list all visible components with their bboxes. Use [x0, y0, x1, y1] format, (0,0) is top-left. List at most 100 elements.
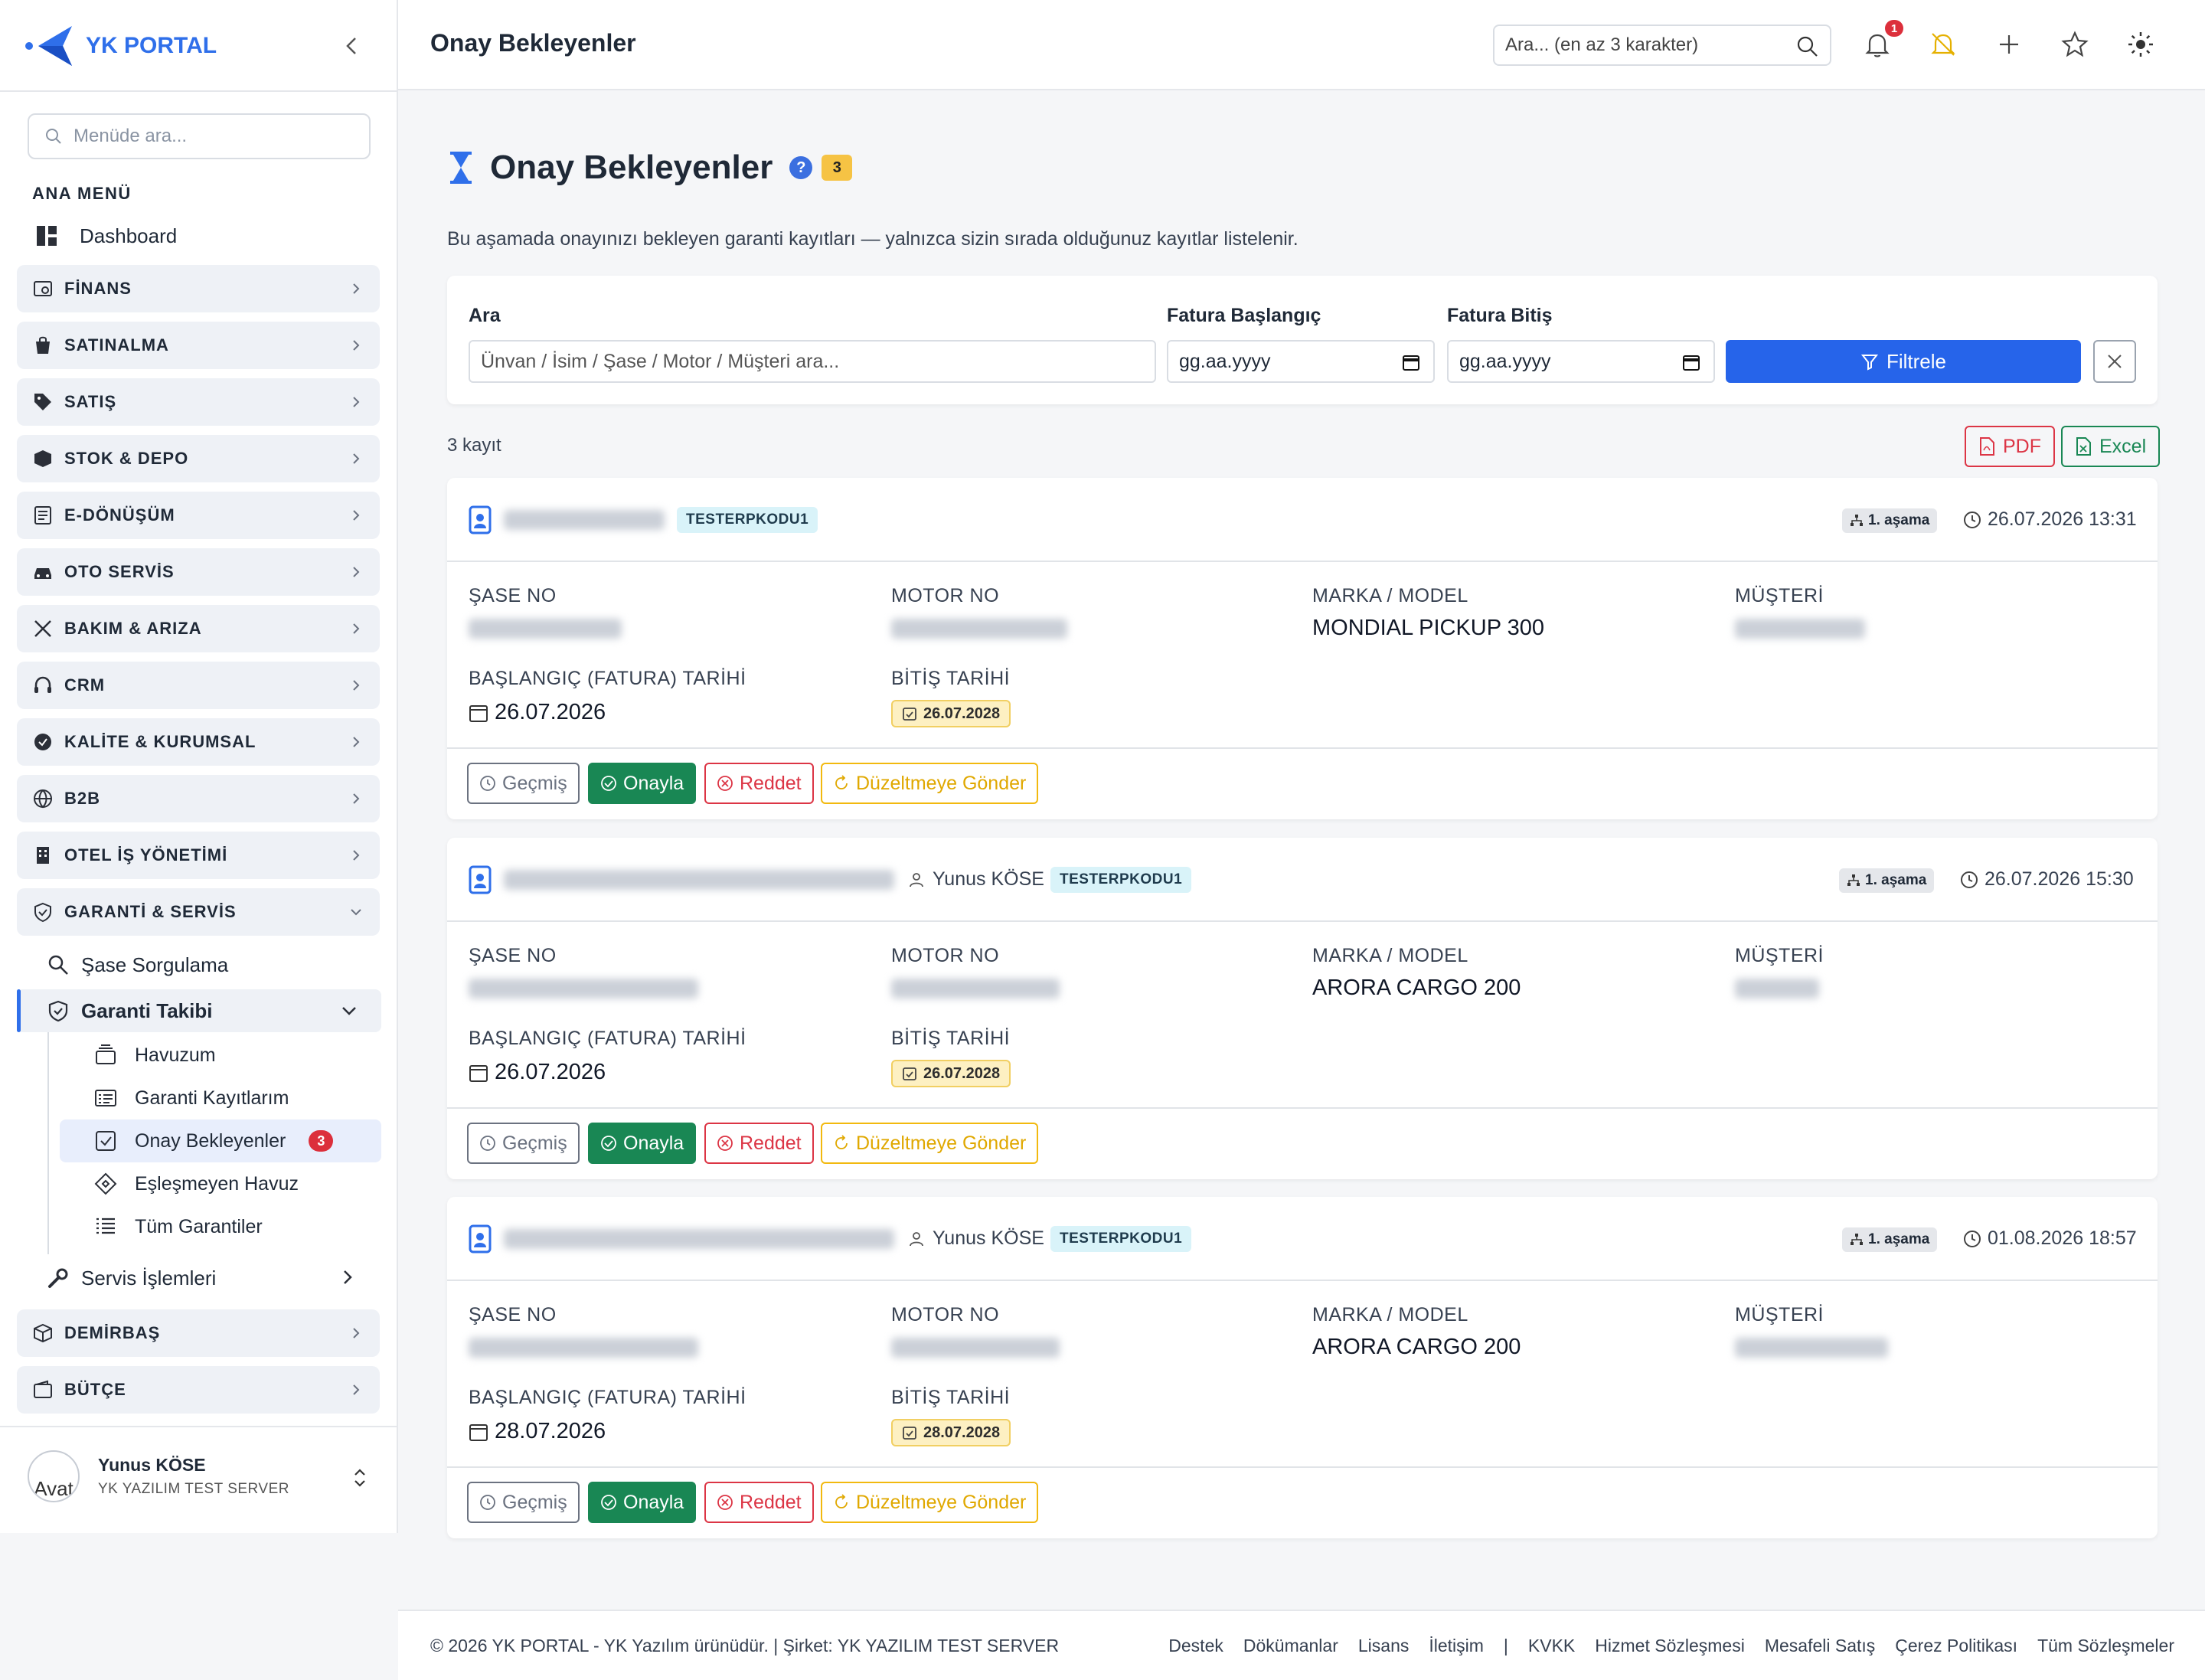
filter-button[interactable]: Filtrele — [1726, 340, 2081, 383]
approve-button[interactable]: Onayla — [588, 1123, 697, 1164]
record-user: Yunus KÖSE — [908, 868, 1044, 891]
plus-icon[interactable] — [1994, 29, 2024, 60]
sidebar-category-globe[interactable]: B2B — [17, 775, 380, 822]
chevron-right-icon — [353, 453, 360, 464]
motor-label: MOTOR NO — [891, 1304, 1000, 1325]
refresh-icon — [835, 1135, 848, 1149]
footer-link[interactable]: Destek — [1168, 1636, 1223, 1655]
footer-link[interactable]: İletişim — [1429, 1636, 1484, 1655]
sidebar-item-garanti-kayitlarim[interactable]: Garanti Kayıtlarım — [77, 1079, 289, 1117]
sidebar-category-tag[interactable]: SATIŞ — [17, 378, 380, 426]
sase-value-redacted — [469, 1338, 698, 1358]
sidebar-category-shield[interactable]: GARANTİ & SERVİS — [17, 888, 380, 936]
chevron-right-icon[interactable] — [335, 1265, 360, 1289]
footer: © 2026 YK PORTAL - YK Yazılım ürünüdür. … — [398, 1610, 2205, 1680]
chevron-down-icon[interactable] — [337, 999, 361, 1023]
sidebar-category-building[interactable]: OTEL İŞ YÖNETİMİ — [17, 832, 380, 879]
clear-filter-button[interactable] — [2093, 340, 2136, 383]
sidebar-category-wallet[interactable]: BÜTÇE — [17, 1366, 380, 1414]
sase-label: ŞASE NO — [469, 1304, 557, 1325]
card-header: TESTERPKODU1 1. aşama 26.07.2026 13:31 — [447, 478, 2158, 562]
reject-button[interactable]: Reddet — [704, 1482, 814, 1523]
bell-slash-icon[interactable] — [1928, 29, 1958, 60]
sidebar-item-tum-garantiler[interactable]: Tüm Garantiler — [77, 1208, 263, 1246]
calendar-check-icon — [903, 708, 916, 721]
sidebar-item-onay-bekleyenler[interactable]: Onay Bekleyenler 3 — [77, 1122, 334, 1160]
page-title: Onay Bekleyenler ? 3 — [447, 149, 853, 187]
chevron-right-icon — [353, 793, 360, 804]
export-excel-button[interactable]: Excel — [2061, 426, 2161, 467]
footer-link[interactable]: Tüm Sözleşmeler — [2037, 1636, 2174, 1655]
user-profile[interactable]: Avat Yunus KÖSE YK YAZILIM TEST SERVER — [28, 1450, 380, 1512]
reject-button[interactable]: Reddet — [704, 1123, 814, 1164]
sidebar-item-havuzum[interactable]: Havuzum — [77, 1036, 216, 1074]
sidebar-category-label: SATIŞ — [64, 392, 117, 411]
help-icon[interactable]: ? — [789, 156, 813, 179]
end-date-input[interactable]: gg.aa.yyyy — [1447, 340, 1715, 383]
filter-search-input[interactable]: Ünvan / İsim / Şase / Motor / Müşteri ar… — [469, 340, 1156, 383]
footer-link[interactable]: Lisans — [1357, 1636, 1410, 1655]
sidebar-item-label: Dashboard — [80, 224, 178, 247]
sidebar-category-shopping-bag[interactable]: SATINALMA — [17, 322, 380, 369]
sidebar-category-tools[interactable]: BAKIM & ARIZA — [17, 605, 380, 652]
sidebar-category-award[interactable]: KALİTE & KURUMSAL — [17, 718, 380, 766]
footer-link[interactable]: Mesafeli Satış — [1764, 1636, 1876, 1655]
logo-icon — [25, 26, 72, 66]
approve-button[interactable]: Onayla — [588, 1482, 697, 1523]
menu-search-input[interactable]: Menüde ara... — [28, 113, 371, 159]
sidebar-category-finance[interactable]: FİNANS — [17, 265, 380, 312]
card-header: Yunus KÖSE TESTERPKODU1 1. aşama 01.08.2026… — [447, 1197, 2158, 1281]
history-button[interactable]: Geçmiş — [467, 763, 580, 804]
footer-link[interactable]: Çerez Politikası — [1895, 1636, 2018, 1655]
sidebar-item-sase-sorgulama[interactable]: Şase Sorgulama — [35, 946, 228, 983]
app-name: YK PORTAL — [86, 33, 217, 58]
start-date-value: 28.07.2026 — [469, 1419, 606, 1444]
sidebar-item-garanti-takibi[interactable]: Garanti Takibi — [35, 992, 212, 1029]
sidebar-category-document[interactable]: E-DÖNÜŞÜM — [17, 492, 380, 539]
start-date-input[interactable]: gg.aa.yyyy — [1167, 340, 1435, 383]
sidebar-category-box[interactable]: STOK & DEPO — [17, 435, 380, 482]
sidebar-category-label: OTEL İŞ YÖNETİMİ — [64, 845, 228, 865]
tree-line — [47, 1032, 49, 1254]
send-to-revision-button[interactable]: Düzeltmeye Gönder — [821, 763, 1039, 804]
sidebar-item-servis-islemleri[interactable]: Servis İşlemleri — [35, 1260, 216, 1296]
footer-link[interactable]: Hizmet Sözleşmesi — [1595, 1636, 1745, 1655]
stage-badge: 1. aşama — [1839, 868, 1935, 893]
chevron-up-down-icon[interactable] — [349, 1466, 371, 1490]
clock-icon — [1964, 511, 1981, 528]
collapse-sidebar-icon[interactable] — [337, 31, 368, 61]
start-date-label: BAŞLANGIÇ (FATURA) TARİHİ — [469, 668, 746, 689]
history-button[interactable]: Geçmiş — [467, 1123, 580, 1164]
motor-value-redacted — [891, 619, 1067, 639]
footer-link[interactable]: Dökümanlar — [1243, 1636, 1338, 1655]
wallet-icon — [34, 1380, 52, 1398]
star-icon[interactable] — [2060, 29, 2090, 60]
send-to-revision-button[interactable]: Düzeltmeye Gönder — [821, 1123, 1039, 1164]
tools-icon — [34, 620, 51, 637]
send-to-revision-button[interactable]: Düzeltmeye Gönder — [821, 1482, 1039, 1523]
calendar-icon[interactable] — [1681, 352, 1701, 372]
reject-button[interactable]: Reddet — [704, 763, 814, 804]
global-search-input[interactable]: Ara... (en az 3 karakter) — [1493, 25, 1831, 66]
footer-link[interactable]: KVKK — [1527, 1636, 1576, 1655]
chevron-right-icon — [353, 623, 360, 634]
sidebar-category-cube[interactable]: DEMİRBAŞ — [17, 1309, 380, 1357]
start-date-value: 26.07.2026 — [469, 1060, 606, 1085]
sidebar-item-dashboard[interactable]: Dashboard — [35, 221, 177, 251]
sun-icon[interactable] — [2125, 29, 2156, 60]
footer-links: Destek Dökümanlar Lisans İletişim | KVKK Hizme… — [1148, 1636, 2174, 1656]
approve-button[interactable]: Onayla — [588, 763, 697, 804]
logo[interactable]: YK PORTAL — [23, 21, 217, 70]
sidebar-category-label: OTO SERVİS — [64, 562, 175, 581]
export-pdf-button[interactable]: PDF — [1965, 426, 2055, 467]
sidebar-category-car[interactable]: OTO SERVİS — [17, 548, 380, 596]
user-name: Yunus KÖSE — [98, 1455, 206, 1475]
history-button[interactable]: Geçmiş — [467, 1482, 580, 1523]
sidebar-item-eslesmeyen-havuz[interactable]: Eşleşmeyen Havuz — [77, 1165, 299, 1203]
id-card-icon — [469, 865, 492, 894]
clock-icon — [1961, 871, 1978, 888]
calendar-icon — [469, 1423, 488, 1441]
calendar-icon[interactable] — [1401, 352, 1421, 372]
bell-icon[interactable] — [1862, 29, 1893, 60]
sidebar-category-headset[interactable]: CRM — [17, 662, 380, 709]
